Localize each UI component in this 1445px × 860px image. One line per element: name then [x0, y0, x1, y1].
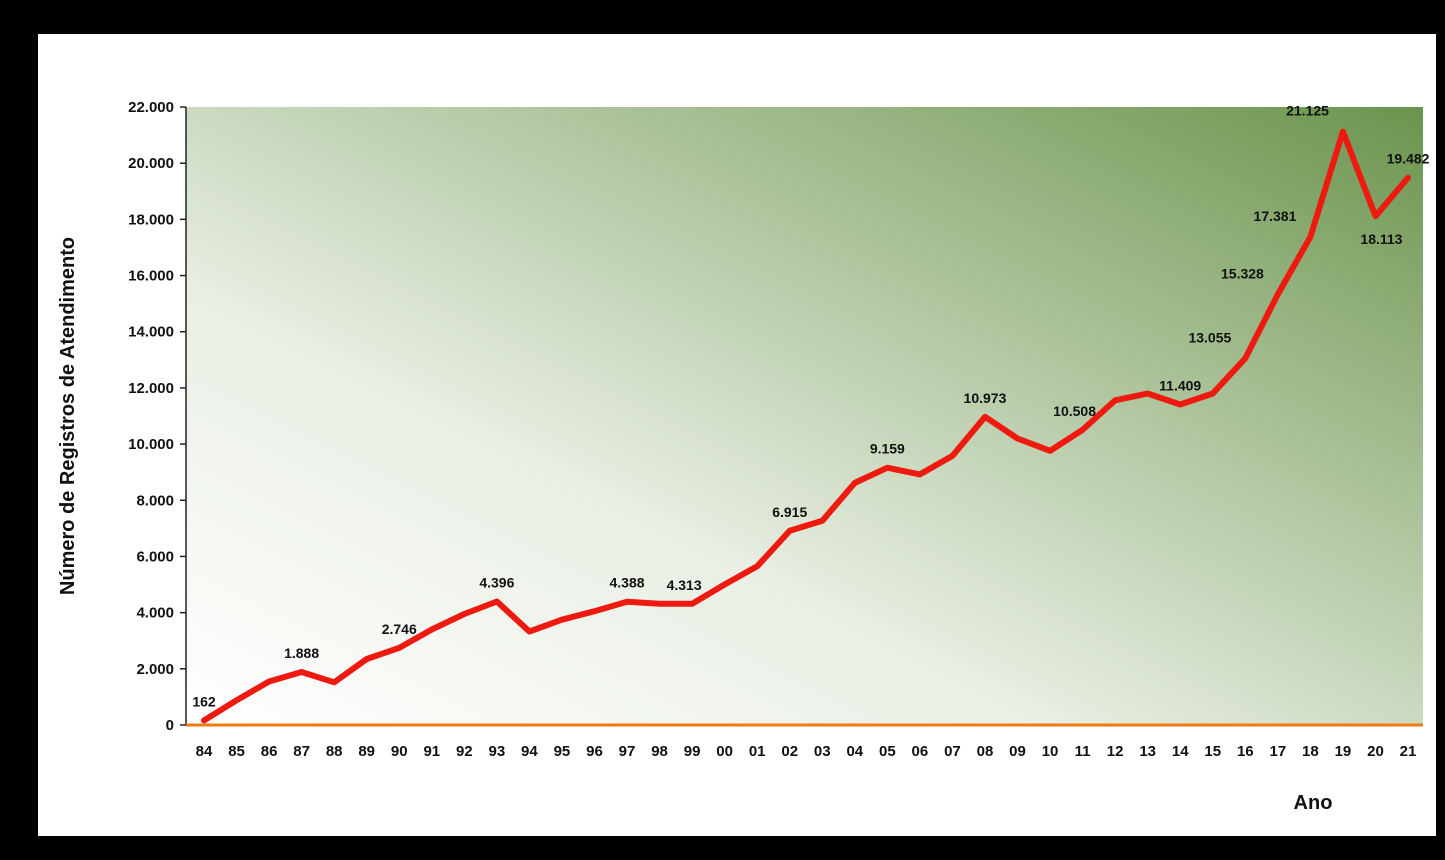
- x-tick-label: 08: [977, 743, 994, 760]
- y-tick-label: 18.000: [128, 211, 174, 228]
- x-axis-title: Ano: [1294, 792, 1333, 814]
- data-label: 4.388: [610, 575, 645, 591]
- data-label: 17.381: [1254, 208, 1297, 224]
- y-tick-label: 0: [166, 717, 174, 734]
- x-tick-label: 87: [293, 743, 310, 760]
- series-line: [201, 128, 1411, 724]
- y-axis-title: Número de Registros de Atendimento: [57, 237, 79, 595]
- y-tick-label: 4.000: [136, 605, 174, 622]
- y-tick-label: 20.000: [128, 155, 174, 172]
- x-tick-label: 88: [326, 743, 343, 760]
- x-tick-label: 12: [1107, 743, 1124, 760]
- x-tick-label: 89: [358, 743, 375, 760]
- data-label: 2.746: [382, 621, 417, 637]
- data-label: 9.159: [870, 441, 905, 457]
- y-tick-label: 8.000: [136, 492, 174, 509]
- data-label: 18.113: [1360, 231, 1402, 247]
- y-tick-label: 16.000: [128, 268, 174, 285]
- data-label: 13.055: [1188, 329, 1231, 345]
- x-tick-label: 15: [1204, 743, 1221, 760]
- x-tick-label: 00: [716, 743, 733, 760]
- x-tick-label: 18: [1302, 743, 1319, 760]
- data-label: 4.313: [667, 577, 702, 593]
- y-tick-label: 6.000: [136, 548, 174, 565]
- x-tick-label: 93: [489, 743, 506, 760]
- x-tick-label: 95: [554, 743, 571, 760]
- x-tick-label: 92: [456, 743, 473, 760]
- data-label: 11.409: [1159, 378, 1201, 394]
- data-label: 15.328: [1221, 265, 1264, 281]
- data-label: 21.125: [1286, 103, 1329, 119]
- data-label: 6.915: [772, 504, 807, 520]
- y-tick-label: 14.000: [128, 324, 174, 341]
- x-tick-label: 01: [749, 743, 766, 760]
- x-tick-label: 91: [423, 743, 440, 760]
- x-tick-label: 90: [391, 743, 408, 760]
- x-tick-label: 16: [1237, 743, 1254, 760]
- data-label: 162: [192, 693, 216, 709]
- x-tick-label: 07: [944, 743, 961, 760]
- y-tick-label: 12.000: [128, 380, 174, 397]
- x-tick-label: 13: [1139, 743, 1156, 760]
- x-tick-label: 11: [1075, 743, 1091, 760]
- x-tick-label: 85: [228, 743, 245, 760]
- x-tick-label: 94: [521, 743, 538, 760]
- data-label: 10.508: [1053, 403, 1096, 419]
- x-tick-label: 86: [261, 743, 278, 760]
- x-tick-label: 05: [879, 743, 896, 760]
- line-chart: 0 2.000 4.000 6.000 8.000 10.000 12.000 14.000 1…: [57, 99, 1430, 814]
- data-labels: 162 1.888 2.746 4.396 4.388 4.313 6.915 9.159 10…: [192, 103, 1429, 710]
- y-tick-label: 10.000: [128, 436, 174, 453]
- y-tick-label: 22.000: [128, 99, 174, 116]
- x-tick-label: 02: [781, 743, 798, 760]
- x-tick-label: 99: [684, 743, 701, 760]
- x-tick-label: 17: [1269, 743, 1286, 760]
- data-label: 19.482: [1387, 151, 1430, 167]
- x-tick-label: 21: [1400, 743, 1417, 760]
- x-tick-label: 98: [651, 743, 668, 760]
- chart-frame: 0 2.000 4.000 6.000 8.000 10.000 12.000 14.000 1…: [38, 34, 1436, 836]
- x-tick-label: 19: [1335, 743, 1352, 760]
- x-axis-ticks: 84 85 86 87 88 89 90 91 92 93 94 95 96 97 98 99 00 01 02 03…: [196, 743, 1417, 760]
- plot-area: [186, 107, 1423, 725]
- x-tick-label: 84: [196, 743, 213, 760]
- x-tick-label: 04: [846, 743, 863, 760]
- x-tick-label: 09: [1009, 743, 1026, 760]
- x-tick-label: 14: [1172, 743, 1189, 760]
- data-label: 4.396: [479, 575, 514, 591]
- x-tick-label: 97: [619, 743, 636, 760]
- x-tick-label: 96: [586, 743, 603, 760]
- x-tick-label: 03: [814, 743, 831, 760]
- x-tick-label: 06: [912, 743, 929, 760]
- y-tick-label: 2.000: [136, 661, 174, 678]
- data-label: 1.888: [284, 645, 319, 661]
- data-label: 10.973: [964, 390, 1007, 406]
- x-tick-label: 10: [1042, 743, 1059, 760]
- y-axis-ticks: 0 2.000 4.000 6.000 8.000 10.000 12.000 14.000 1…: [128, 99, 186, 734]
- x-tick-label: 20: [1367, 743, 1384, 760]
